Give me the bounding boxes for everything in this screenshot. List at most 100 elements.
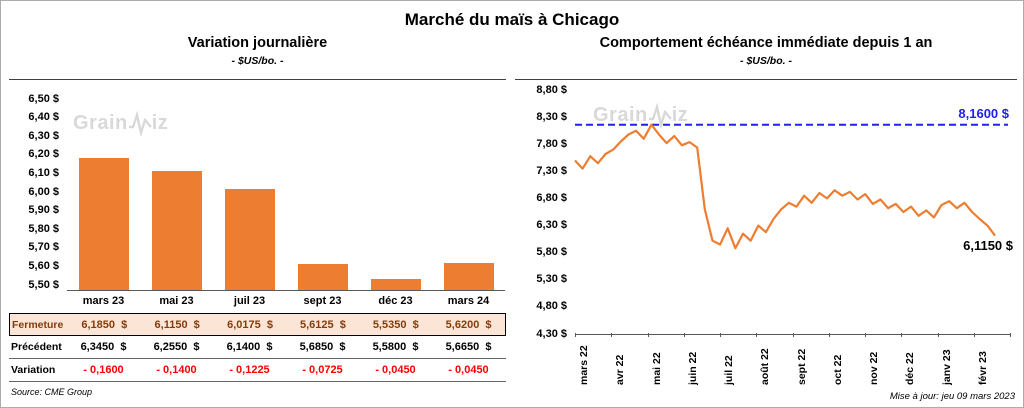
- table-cell: - 0,0725: [302, 364, 343, 376]
- bar-chart-subtitle: - $US/bo. -: [231, 55, 284, 67]
- x-tick-label: avr 22: [614, 354, 627, 385]
- line-y-tick-label: 8,80 $: [536, 83, 567, 96]
- bar-x-axis-line: [67, 290, 505, 291]
- category-label: mars 23: [82, 295, 125, 307]
- row-label: Variation: [11, 364, 56, 376]
- page-title: Marché du maïs à Chicago: [404, 10, 620, 29]
- line-chart-svg: [574, 123, 1008, 250]
- x-tick-label: oct 22: [831, 354, 844, 385]
- line-y-tick-label: 4,80 $: [536, 300, 567, 313]
- x-tick-label: août 22: [759, 348, 772, 385]
- table-cell: 6,2550 $: [153, 341, 200, 353]
- bar-juil-23: [224, 188, 275, 290]
- table-cell: - 0,0450: [375, 364, 416, 376]
- bar-mai-23: [151, 170, 202, 290]
- x-tick-mark: [756, 333, 758, 337]
- line-y-tick-label: 5,30 $: [536, 273, 567, 286]
- table-cell: 6,0175 $: [227, 318, 273, 331]
- max-price-label: 8,1600 $: [958, 106, 1009, 121]
- source-note: Source: CME Group: [11, 387, 93, 397]
- table-cell: 6,1400 $: [226, 341, 273, 353]
- category-label: sept 23: [303, 295, 342, 307]
- line-y-tick-label: 6,30 $: [536, 219, 567, 232]
- watermark-text-iz: iz: [151, 111, 169, 134]
- line-y-tick-label: 7,80 $: [536, 137, 567, 150]
- grainwiz-watermark: Grain iz: [73, 110, 168, 136]
- bar-y-tick-label: 6,20 $: [28, 148, 59, 161]
- bar-déc-23: [370, 278, 421, 290]
- bar-mars-24: [443, 262, 494, 290]
- bar-y-tick-label: 5,80 $: [28, 222, 59, 235]
- table-cell: 5,6650 $: [445, 341, 492, 353]
- table-cell: 6,1150 $: [154, 318, 200, 331]
- category-label: déc 23: [378, 295, 413, 307]
- table-row-1: Fermeture 6,1850 $ 6,1150 $ 6,0175 $ 5,6125 …: [9, 313, 506, 336]
- daily-variation-panel: Variation journalière - $US/bo. - Grain …: [9, 33, 506, 405]
- line-plot-area: [574, 90, 1010, 335]
- bar-y-tick-label: 6,30 $: [28, 129, 59, 142]
- table-cell: - 0,1600: [83, 364, 124, 376]
- table-cell: - 0,0450: [448, 364, 489, 376]
- row-label: Fermeture: [12, 318, 64, 331]
- update-note: Mise à jour: jeu 09 mars 2023: [889, 391, 1015, 402]
- table-cell: 5,6125 $: [299, 318, 346, 331]
- x-tick-mark: [575, 333, 576, 337]
- line-chart-title: Comportement échéance immédiate depuis 1…: [599, 35, 933, 51]
- bar-mars-23: [78, 157, 129, 290]
- x-tick-label: déc 22: [904, 352, 917, 385]
- front-month-panel: Comportement échéance immédiate depuis 1…: [515, 33, 1017, 405]
- bar-y-tick-label: 5,60 $: [28, 259, 59, 272]
- bar-y-tick-label: 6,50 $: [28, 92, 59, 105]
- table-cell: 5,5350 $: [372, 318, 419, 331]
- watermark-text-grain: Grain: [73, 111, 128, 134]
- line-y-tick-label: 5,80 $: [536, 246, 567, 259]
- x-tick-label: juin 22: [686, 351, 699, 385]
- x-tick-label: févr 23: [976, 351, 989, 385]
- bar-y-tick-label: 6,00 $: [28, 185, 59, 198]
- table-cell: 6,3450 $: [80, 341, 127, 353]
- x-tick-mark: [973, 333, 975, 337]
- x-tick-mark: [792, 333, 794, 337]
- x-tick-label: mars 22: [578, 345, 590, 385]
- line-x-axis: mars 22 avr 22 mai 22 juin 22 juil 22 août 22…: [515, 333, 1017, 391]
- line-y-tick-label: 4,30 $: [536, 327, 567, 340]
- bar-sept-23: [297, 264, 348, 290]
- table-cell: - 0,1400: [156, 364, 197, 376]
- last-price-label: 6,1150 $: [963, 238, 1013, 253]
- x-tick-mark: [901, 333, 903, 337]
- x-tick-mark: [683, 333, 685, 337]
- x-tick-mark: [865, 333, 866, 337]
- line-y-tick-label: 8,30 $: [536, 110, 567, 123]
- price-table: Fermeture 6,1850 $ 6,1150 $ 6,0175 $ 5,6125 …: [9, 313, 506, 382]
- table-row-3: Variation - 0,1600 - 0,1400 - 0,1225 - 0,072…: [9, 359, 506, 382]
- table-cell: 5,6200 $: [445, 318, 492, 331]
- x-tick-mark: [828, 333, 830, 337]
- category-label: mai 23: [159, 295, 194, 307]
- x-tick-label: janv 23: [940, 349, 953, 385]
- bar-y-tick-label: 5,90 $: [28, 204, 59, 217]
- bar-y-tick-label: 5,50 $: [28, 278, 59, 291]
- table-cell: 5,6850 $: [299, 341, 346, 353]
- line-chart: Grain iz 8,1600 $ 6,1150 $ 8,80 $8,30 $7…: [515, 79, 1017, 340]
- category-label: juil 23: [233, 295, 266, 307]
- bar-y-tick-label: 5,70 $: [28, 241, 59, 254]
- x-tick-mark: [720, 333, 721, 337]
- x-tick-mark: [937, 333, 939, 337]
- price-line: [574, 123, 996, 250]
- table-cell: 5,5800 $: [372, 341, 419, 353]
- category-axis-spacer: [9, 295, 67, 311]
- bar-y-tick-label: 6,40 $: [28, 111, 59, 124]
- x-tick-mark: [1010, 333, 1011, 337]
- bar-chart-title: Variation journalière: [187, 35, 328, 51]
- table-row-2: Précédent 6,3450 $ 6,2550 $ 6,1400 $ 5,6850 …: [9, 336, 506, 359]
- line-y-tick-label: 6,80 $: [536, 191, 567, 204]
- x-tick-label: mai 22: [650, 352, 663, 385]
- bar-category-axis: mars 23 mai 23 juil 23 sept 23 déc 23 mars 24: [9, 295, 506, 311]
- table-cell: - 0,1225: [229, 364, 270, 376]
- watermark-pulse-icon: [128, 110, 152, 136]
- bar-y-tick-label: 6,10 $: [28, 166, 59, 179]
- x-tick-label: nov 22: [868, 351, 880, 385]
- table-cell: 6,1850 $: [81, 318, 128, 331]
- row-label: Précédent: [11, 341, 62, 353]
